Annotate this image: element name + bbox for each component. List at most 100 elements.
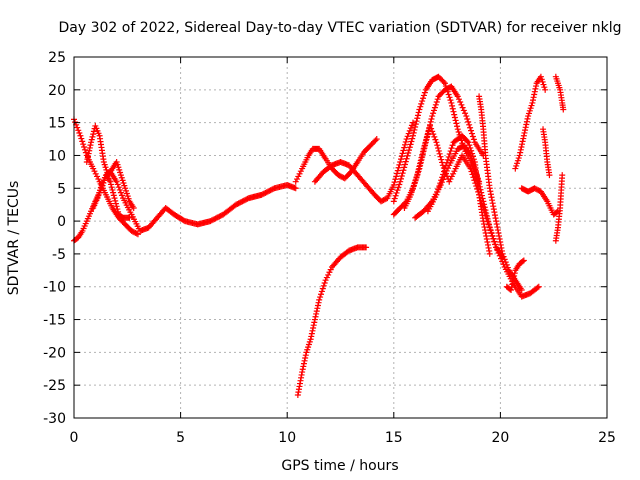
data-points <box>71 73 567 399</box>
data-point <box>111 195 118 202</box>
data-point <box>421 143 428 150</box>
data-point <box>435 147 442 154</box>
data-point <box>118 174 125 181</box>
data-point <box>458 101 465 108</box>
series-track-e <box>294 244 370 399</box>
data-point <box>82 149 89 156</box>
data-point <box>295 173 302 180</box>
data-point <box>322 277 329 284</box>
y-tick-label: -25 <box>43 378 66 394</box>
data-point <box>399 170 406 177</box>
data-point <box>400 147 407 154</box>
data-point <box>503 261 510 268</box>
data-point <box>85 150 92 157</box>
data-point <box>390 181 397 188</box>
data-point <box>522 124 529 131</box>
y-tick-label: -15 <box>43 313 66 329</box>
series-track-o <box>512 73 549 172</box>
data-point <box>117 172 124 179</box>
data-point <box>424 131 431 138</box>
data-point <box>423 134 430 141</box>
data-point <box>404 133 411 140</box>
data-point <box>531 91 538 98</box>
data-point <box>92 170 99 177</box>
data-point <box>403 136 410 143</box>
data-point <box>315 299 322 306</box>
data-point <box>112 197 119 204</box>
data-point <box>397 156 404 163</box>
data-point <box>450 170 457 177</box>
data-point <box>326 269 333 276</box>
data-point <box>532 85 539 92</box>
data-point <box>372 137 379 144</box>
data-point <box>89 133 96 140</box>
data-point <box>437 180 444 187</box>
data-point <box>306 338 313 345</box>
data-point <box>390 198 397 205</box>
data-point <box>508 287 515 294</box>
data-point <box>94 173 101 180</box>
data-point <box>113 203 120 210</box>
series-track-p <box>518 185 561 218</box>
data-point <box>499 250 506 257</box>
data-point <box>486 221 493 228</box>
data-point <box>486 250 493 257</box>
data-point <box>86 144 93 151</box>
data-point <box>75 127 82 134</box>
data-point <box>123 187 130 194</box>
y-tick-label: -20 <box>43 345 66 361</box>
data-point <box>292 178 299 185</box>
data-point <box>420 95 427 102</box>
data-point <box>412 177 419 184</box>
data-point <box>401 161 408 168</box>
data-point <box>395 164 402 171</box>
data-point <box>312 313 319 320</box>
data-point <box>427 122 434 129</box>
data-point <box>74 124 81 131</box>
series-track-r <box>552 73 567 113</box>
data-point <box>314 305 321 312</box>
data-point <box>407 125 414 132</box>
series-track-c <box>83 122 137 211</box>
data-point <box>402 158 409 165</box>
data-point <box>514 157 521 164</box>
data-point <box>519 141 526 148</box>
data-point <box>317 294 324 301</box>
data-point <box>546 172 553 179</box>
data-point <box>405 149 412 156</box>
data-point <box>520 132 527 139</box>
data-point <box>83 159 90 166</box>
data-point <box>125 195 132 202</box>
data-point <box>447 97 454 104</box>
data-point <box>303 349 310 356</box>
data-point <box>447 176 454 183</box>
data-point <box>440 78 447 85</box>
data-point <box>373 136 380 143</box>
data-point <box>469 153 476 160</box>
series-track-d <box>90 168 299 234</box>
data-point <box>469 150 476 157</box>
data-point <box>418 154 425 161</box>
data-point <box>501 256 508 263</box>
data-point <box>434 188 441 195</box>
data-point <box>122 185 129 192</box>
x-tick-label: 5 <box>176 430 185 446</box>
data-point <box>393 189 400 196</box>
data-point <box>133 230 140 237</box>
data-point <box>517 149 524 156</box>
data-point <box>94 195 101 202</box>
data-point <box>542 86 549 93</box>
data-point <box>117 189 124 196</box>
series-track-l <box>424 132 493 257</box>
data-point <box>313 308 320 315</box>
data-point <box>401 144 408 151</box>
data-point <box>443 159 450 166</box>
data-point <box>445 153 452 160</box>
data-point <box>97 184 104 191</box>
data-point <box>537 73 544 80</box>
data-point <box>80 141 87 148</box>
data-point <box>529 99 536 106</box>
data-point <box>432 101 439 108</box>
data-point <box>407 141 414 148</box>
data-point <box>510 275 517 282</box>
